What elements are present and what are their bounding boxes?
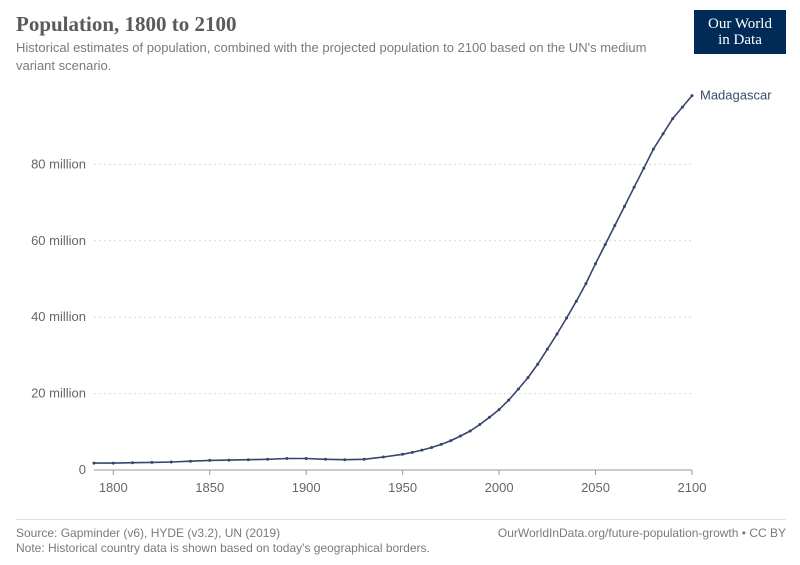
- series-marker: [565, 317, 568, 320]
- chart-title: Population, 1800 to 2100: [16, 12, 680, 37]
- series-label-madagascar: Madagascar: [700, 88, 772, 103]
- x-axis-label: 2100: [678, 480, 707, 495]
- logo-line1: Our World: [708, 16, 772, 32]
- series-marker: [594, 262, 597, 265]
- series-marker: [208, 459, 211, 462]
- series-marker: [604, 243, 607, 246]
- series-marker: [449, 439, 452, 442]
- y-axis-label: 20 million: [31, 386, 86, 401]
- logo-line2: in Data: [718, 32, 762, 48]
- x-axis-label: 1850: [195, 480, 224, 495]
- series-marker: [671, 117, 674, 120]
- series-marker: [469, 430, 472, 433]
- x-axis-label: 1900: [292, 480, 321, 495]
- series-marker: [652, 148, 655, 151]
- footer-attribution: OurWorldInData.org/future-population-gro…: [498, 526, 786, 540]
- series-marker: [488, 416, 491, 419]
- series-marker: [411, 451, 414, 454]
- series-marker: [440, 443, 443, 446]
- series-marker: [517, 388, 520, 391]
- x-axis-label: 1950: [388, 480, 417, 495]
- series-marker: [228, 459, 231, 462]
- series-marker: [681, 106, 684, 109]
- series-marker: [498, 408, 501, 411]
- series-marker: [170, 461, 173, 464]
- series-marker: [556, 333, 559, 336]
- series-marker: [662, 132, 665, 135]
- series-marker: [266, 458, 269, 461]
- series-marker: [575, 300, 578, 303]
- series-line-madagascar: [94, 96, 692, 464]
- series-marker: [459, 435, 462, 438]
- series-marker: [623, 205, 626, 208]
- y-axis-label: 0: [79, 462, 86, 477]
- series-marker: [430, 446, 433, 449]
- series-marker: [324, 458, 327, 461]
- series-marker: [150, 461, 153, 464]
- series-marker: [478, 423, 481, 426]
- chart-plot-area: 0 20 million 40 million 60 million 80 millio…: [16, 76, 784, 506]
- chart-svg: 0 20 million 40 million 60 million 80 millio…: [16, 76, 784, 506]
- series-marker: [343, 458, 346, 461]
- y-axis-label: 80 million: [31, 156, 86, 171]
- series-marker: [131, 461, 134, 464]
- series-marker: [112, 462, 115, 465]
- x-axis-label: 2050: [581, 480, 610, 495]
- series-marker: [527, 376, 530, 379]
- series-marker: [285, 457, 288, 460]
- series-marker: [536, 363, 539, 366]
- series-marker: [382, 456, 385, 459]
- series-marker: [546, 348, 549, 351]
- series-marker: [401, 453, 404, 456]
- series-marker: [613, 224, 616, 227]
- x-axis-label: 2000: [485, 480, 514, 495]
- chart-subtitle: Historical estimates of population, comb…: [16, 39, 680, 74]
- series-marker: [507, 399, 510, 402]
- y-axis-label: 60 million: [31, 233, 86, 248]
- series-marker: [363, 458, 366, 461]
- y-axis-label: 40 million: [31, 309, 86, 324]
- series-marker: [305, 457, 308, 460]
- series-marker: [584, 282, 587, 285]
- chart-header: Population, 1800 to 2100 Historical esti…: [16, 12, 680, 74]
- footer-note: Note: Historical country data is shown b…: [16, 541, 786, 555]
- footer-source: Source: Gapminder (v6), HYDE (v3.2), UN …: [16, 526, 280, 540]
- series-marker: [420, 449, 423, 452]
- series-marker: [642, 167, 645, 170]
- owid-logo: Our World in Data: [694, 10, 786, 54]
- series-marker: [691, 94, 694, 97]
- series-marker: [633, 186, 636, 189]
- series-marker: [93, 462, 96, 465]
- x-axis-label: 1800: [99, 480, 128, 495]
- series-marker: [247, 458, 250, 461]
- series-marker: [189, 460, 192, 463]
- chart-footer: Source: Gapminder (v6), HYDE (v3.2), UN …: [16, 519, 786, 555]
